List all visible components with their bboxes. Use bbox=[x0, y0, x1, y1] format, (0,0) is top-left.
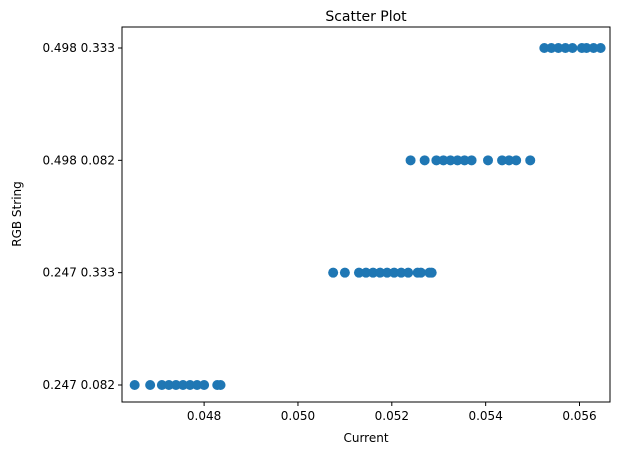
chart-title: Scatter Plot bbox=[325, 9, 407, 25]
y-tick-label: 0.247 0.082 bbox=[42, 378, 115, 392]
scatter-point bbox=[375, 267, 386, 278]
data-points bbox=[129, 43, 606, 390]
scatter-point bbox=[445, 155, 456, 166]
scatter-point bbox=[567, 43, 578, 53]
scatter-point bbox=[170, 380, 181, 390]
scatter-point bbox=[560, 43, 571, 53]
scatter-point bbox=[588, 43, 599, 53]
x-axis: 0.048 0.050 0.052 0.054 0.056 bbox=[187, 402, 597, 423]
scatter-point bbox=[511, 155, 522, 166]
scatter-point bbox=[215, 380, 226, 390]
x-tick-label: 0.056 bbox=[562, 409, 596, 423]
scatter-point bbox=[178, 380, 188, 390]
scatter-point bbox=[396, 267, 407, 278]
scatter-point bbox=[353, 267, 364, 278]
scatter-point bbox=[156, 380, 167, 390]
y-tick-label: 0.498 0.082 bbox=[42, 153, 115, 167]
x-tick-label: 0.050 bbox=[281, 409, 315, 423]
scatter-point bbox=[382, 267, 393, 278]
y-tick-label: 0.498 0.333 bbox=[42, 41, 115, 55]
scatter-point bbox=[339, 267, 350, 278]
y-axis: 0.247 0.082 0.247 0.333 0.498 0.082 0.498 0… bbox=[42, 41, 122, 392]
scatter-point bbox=[431, 155, 442, 166]
scatter-point bbox=[483, 155, 493, 166]
scatter-point bbox=[438, 155, 449, 166]
y-axis-label: RGB String bbox=[10, 181, 24, 247]
scatter-point bbox=[497, 155, 508, 166]
scatter-point bbox=[192, 380, 203, 390]
x-tick-label: 0.048 bbox=[187, 409, 221, 423]
scatter-point bbox=[581, 43, 592, 53]
scatter-point bbox=[419, 155, 430, 166]
scatter-point bbox=[504, 155, 515, 166]
x-tick-label: 0.052 bbox=[375, 409, 409, 423]
scatter-point bbox=[361, 267, 371, 278]
scatter-point bbox=[426, 267, 437, 278]
scatter-point bbox=[403, 267, 414, 278]
scatter-point bbox=[459, 155, 470, 166]
scatter-point bbox=[145, 380, 156, 390]
scatter-point bbox=[405, 155, 416, 166]
scatter-point bbox=[129, 380, 140, 390]
scatter-point bbox=[553, 43, 564, 53]
y-tick-label: 0.247 0.333 bbox=[42, 266, 115, 280]
scatter-point bbox=[185, 380, 196, 390]
x-tick-label: 0.054 bbox=[468, 409, 502, 423]
scatter-point bbox=[368, 267, 379, 278]
scatter-point bbox=[328, 267, 339, 278]
scatter-point bbox=[415, 267, 426, 278]
scatter-point bbox=[539, 43, 550, 53]
scatter-point bbox=[163, 380, 174, 390]
scatter-point bbox=[389, 267, 400, 278]
scatter-point bbox=[199, 380, 210, 390]
x-axis-label: Current bbox=[343, 431, 388, 445]
scatter-point bbox=[466, 155, 477, 166]
scatter-point bbox=[546, 43, 557, 53]
scatter-point bbox=[452, 155, 463, 166]
scatter-point bbox=[525, 155, 536, 166]
scatter-point bbox=[595, 43, 606, 53]
plot-frame bbox=[121, 26, 611, 403]
